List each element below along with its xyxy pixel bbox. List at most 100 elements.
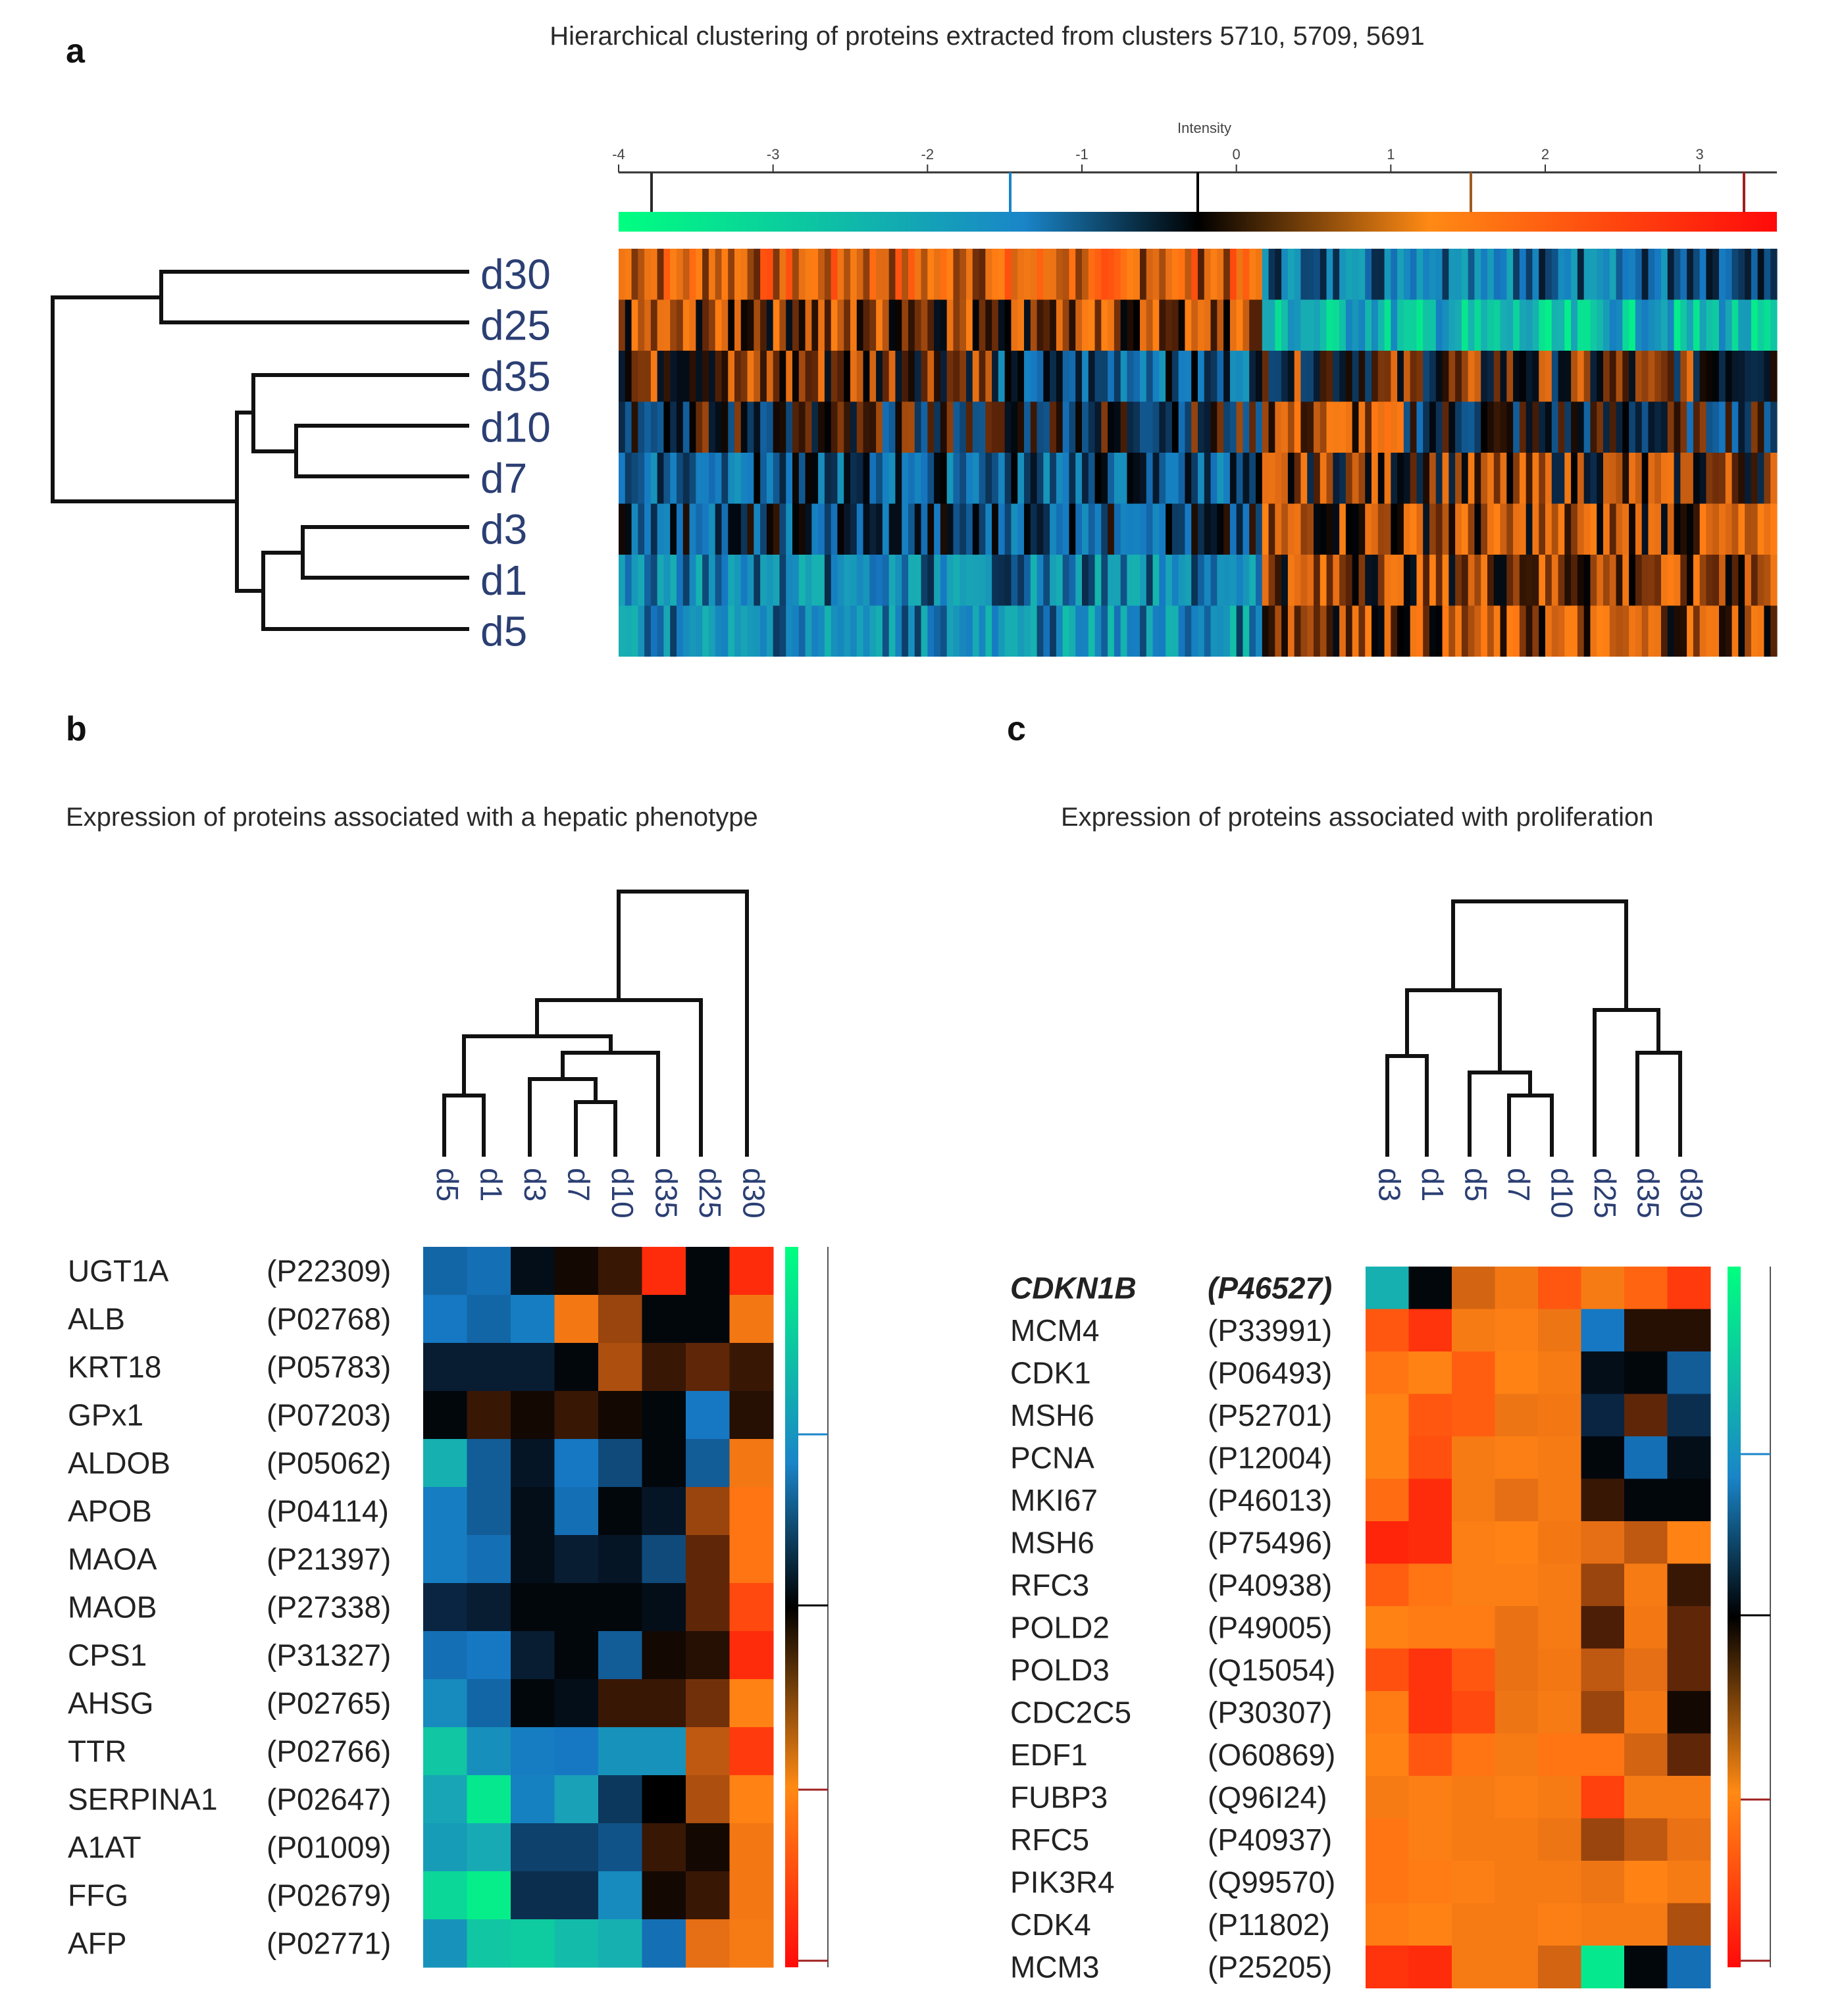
heatmap-cell	[642, 1775, 686, 1824]
heatmap-cell	[729, 1823, 774, 1872]
heatmap-cell	[934, 299, 941, 351]
heatmap-cell	[1429, 299, 1437, 351]
heatmap-cell	[740, 503, 748, 555]
heatmap-cell	[1667, 453, 1675, 504]
heatmap-cell	[1738, 299, 1745, 351]
heatmap-cell	[831, 605, 838, 657]
heatmap-cell	[715, 351, 723, 402]
heatmap-cell	[1198, 249, 1205, 300]
heatmap-cell	[1583, 249, 1591, 300]
heatmap-cell	[760, 555, 767, 606]
heatmap-cell	[1366, 1563, 1409, 1607]
heatmap-cell	[876, 401, 883, 453]
heatmap-cell	[773, 453, 781, 504]
heatmap-cell	[598, 1631, 642, 1680]
accession-label: (P30307)	[1208, 1695, 1332, 1729]
heatmap-cell	[708, 401, 716, 453]
heatmap-cell	[1455, 249, 1462, 300]
dendrogram-branch	[1635, 1051, 1682, 1157]
heatmap-cell	[1243, 453, 1250, 504]
heatmap-cell	[686, 1823, 730, 1872]
heatmap-cell	[1667, 1521, 1711, 1564]
heatmap-cell	[1101, 555, 1108, 606]
heatmap-cell	[729, 1487, 774, 1536]
heatmap-cell	[876, 555, 883, 606]
heatmap-cell	[1300, 453, 1308, 504]
heatmap-cell	[1538, 1946, 1581, 1988]
heatmap-cell	[1275, 401, 1282, 453]
heatmap-cell	[960, 249, 967, 300]
heatmap-cell	[1667, 605, 1675, 657]
heatmap-cell	[1256, 555, 1263, 606]
heatmap-cell	[554, 1583, 599, 1632]
heatmap-cell	[1468, 555, 1475, 606]
heatmap-cell	[1140, 555, 1147, 606]
heatmap-cell	[740, 453, 748, 504]
heatmap-cell	[1474, 503, 1481, 555]
heatmap-cell	[1101, 249, 1108, 300]
heatmap-cell	[1416, 605, 1423, 657]
heatmap-cell	[686, 1583, 730, 1632]
heatmap-cell	[1495, 1776, 1539, 1819]
heatmap-cell	[934, 605, 941, 657]
heatmap-cell	[1287, 503, 1295, 555]
heatmap-cell	[1127, 401, 1134, 453]
heatmap-cell	[1333, 555, 1340, 606]
heatmap-cell	[631, 503, 638, 555]
heatmap-cell	[1571, 503, 1578, 555]
heatmap-cell	[786, 299, 793, 351]
heatmap-cell	[837, 453, 844, 504]
heatmap-cell	[1577, 299, 1585, 351]
accession-label: (Q99570)	[1208, 1865, 1335, 1899]
heatmap-cell	[657, 249, 665, 300]
heatmap-cell	[1069, 299, 1076, 351]
heatmap-cell	[1345, 555, 1353, 606]
gene-label: CDC2C5	[1010, 1695, 1131, 1729]
heatmap-cell	[1236, 605, 1244, 657]
heatmap-cell	[1654, 299, 1662, 351]
heatmap-cell	[1551, 555, 1559, 606]
heatmap-cell	[831, 351, 838, 402]
heatmap-cell	[946, 299, 954, 351]
heatmap-cell	[1171, 555, 1179, 606]
heatmap-cell	[740, 555, 748, 606]
heatmap-cell	[1366, 1776, 1409, 1819]
heatmap-cell	[1339, 503, 1346, 555]
heatmap-cell	[1339, 453, 1346, 504]
panel-b-row-labels: UGT1A (P22309)ALB (P02768)KRT18 (P05783)GPx…	[68, 1254, 391, 1961]
heatmap-cell	[1745, 555, 1752, 606]
heatmap-cell	[642, 1487, 686, 1536]
heatmap-cell	[1243, 299, 1250, 351]
heatmap-cell	[1094, 401, 1102, 453]
heatmap-cell	[1358, 503, 1366, 555]
heatmap-cell	[1191, 401, 1198, 453]
heatmap-cell	[1408, 1691, 1452, 1734]
heatmap-cell	[1545, 351, 1552, 402]
gene-label: PCNA	[1010, 1440, 1094, 1474]
dendrogram-branch	[1593, 1008, 1660, 1157]
heatmap-cell	[625, 249, 632, 300]
heatmap-cell	[1764, 249, 1771, 300]
heatmap-cell	[863, 299, 870, 351]
heatmap-cell	[824, 401, 832, 453]
heatmap-cell	[837, 605, 844, 657]
heatmap-cell	[1410, 555, 1418, 606]
heatmap-cell	[1423, 555, 1430, 606]
heatmap-cell	[953, 503, 960, 555]
heatmap-cell	[423, 1535, 467, 1584]
heatmap-cell	[1236, 503, 1244, 555]
heatmap-cell	[1069, 401, 1076, 453]
heatmap-cell	[689, 401, 696, 453]
heatmap-cell	[715, 503, 723, 555]
heatmap-cell	[740, 401, 748, 453]
heatmap-cell	[1583, 503, 1591, 555]
heatmap-cell	[657, 503, 665, 555]
heatmap-cell	[1667, 1648, 1711, 1692]
heatmap-cell	[1526, 555, 1533, 606]
heatmap-cell	[786, 555, 793, 606]
heatmap-cell	[702, 503, 709, 555]
heatmap-cell	[1366, 1818, 1409, 1861]
heatmap-cell	[1551, 503, 1559, 555]
heatmap-cell	[1024, 249, 1031, 300]
heatmap-cell	[1429, 249, 1437, 300]
